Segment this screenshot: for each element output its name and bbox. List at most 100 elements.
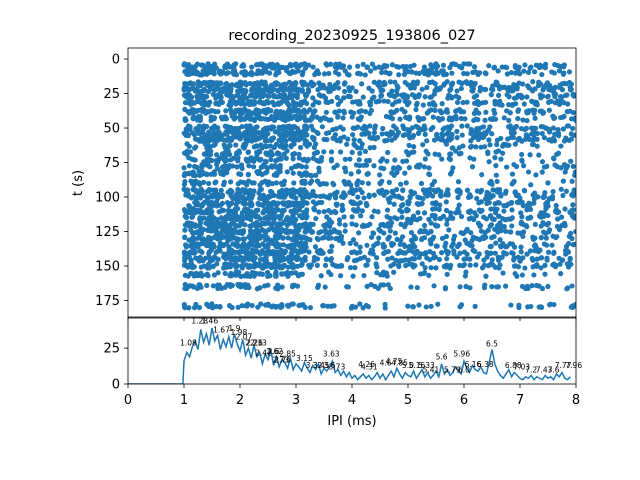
raster-point	[239, 262, 245, 269]
raster-point	[370, 230, 377, 236]
peak-label: 2.73	[273, 355, 290, 364]
peak-label: 1.46	[201, 317, 218, 326]
raster-point	[313, 141, 319, 147]
raster-point	[229, 200, 235, 206]
raster-point	[451, 233, 458, 239]
raster-point	[556, 84, 563, 90]
raster-point	[427, 257, 433, 263]
raster-point	[358, 114, 364, 120]
raster-point	[246, 163, 252, 169]
raster-point	[447, 156, 453, 163]
raster-point	[381, 165, 387, 172]
raster-point	[319, 235, 326, 241]
raster-point	[349, 221, 355, 227]
raster-point	[237, 254, 243, 260]
raster-point	[411, 256, 418, 262]
raster-point	[539, 130, 545, 137]
raster-point	[200, 236, 206, 242]
raster-point	[556, 68, 563, 74]
raster-point	[187, 223, 193, 229]
raster-point	[324, 214, 330, 220]
raster-point	[315, 284, 321, 291]
raster-point	[297, 114, 303, 121]
raster-plot: 0 25 50 75 100 125 150 175 t (s)	[71, 47, 577, 321]
raster-point	[317, 193, 324, 199]
peak-label: 6.38	[477, 360, 494, 369]
peak-label: 6.5	[486, 340, 498, 349]
raster-point	[522, 62, 528, 68]
raster-point	[192, 172, 198, 179]
raster-point	[483, 273, 489, 279]
raster-point	[553, 202, 559, 209]
raster-point	[256, 115, 262, 121]
raster-point	[446, 227, 452, 233]
raster-point	[302, 61, 308, 67]
raster-point	[387, 79, 394, 85]
raster-point	[318, 158, 324, 164]
raster-point	[344, 71, 351, 77]
raster-point	[444, 221, 450, 227]
raster-point	[182, 257, 188, 264]
raster-point	[183, 130, 189, 136]
raster-point	[313, 172, 319, 178]
raster-point	[284, 203, 290, 209]
raster-point	[426, 79, 433, 86]
raster-point	[469, 164, 476, 170]
peak-label: 7.03	[513, 363, 530, 372]
raster-point	[325, 230, 332, 237]
raster-point	[336, 108, 342, 114]
raster-point	[363, 158, 370, 164]
raster-point	[229, 228, 235, 235]
raster-point	[268, 156, 274, 163]
raster-point	[349, 186, 355, 192]
raster-point	[262, 302, 269, 308]
raster-point	[200, 71, 206, 77]
raster-point	[494, 178, 500, 185]
raster-point	[524, 207, 530, 213]
raster-point	[472, 128, 478, 135]
raster-point	[337, 135, 344, 141]
raster-point	[338, 262, 345, 269]
raster-point	[300, 199, 306, 205]
raster-point	[395, 85, 401, 91]
raster-point	[463, 256, 469, 262]
raster-point	[360, 94, 366, 100]
raster-point	[492, 155, 498, 161]
raster-point	[383, 69, 389, 75]
raster-point	[402, 243, 408, 250]
raster-point	[268, 193, 274, 199]
raster-point	[251, 91, 258, 97]
raster-point	[309, 114, 315, 120]
raster-point	[314, 262, 320, 268]
raster-point	[489, 257, 495, 263]
raster-point	[182, 106, 188, 112]
raster-point	[183, 117, 189, 123]
raster-point	[422, 94, 428, 100]
raster-point	[217, 155, 223, 161]
raster-point	[342, 222, 348, 228]
raster-point	[310, 95, 316, 101]
raster-point	[245, 301, 251, 307]
raster-point	[561, 62, 567, 68]
raster-point	[213, 199, 220, 205]
raster-point	[275, 234, 282, 241]
raster-point	[545, 180, 551, 186]
raster-point	[193, 178, 199, 184]
raster-point	[256, 229, 262, 236]
raster-point	[224, 255, 230, 261]
raster-point	[550, 189, 556, 195]
raster-point	[371, 94, 377, 100]
raster-point	[371, 163, 377, 169]
raster-point	[368, 68, 374, 74]
raster-point	[259, 195, 265, 201]
raster-point	[334, 94, 340, 101]
peak-label: 7.43	[536, 366, 553, 375]
raster-point	[366, 85, 372, 91]
raster-point	[295, 68, 301, 74]
raster-point	[197, 255, 203, 261]
raster-point	[234, 249, 240, 255]
raster-point	[441, 72, 447, 78]
raster-point	[186, 305, 192, 311]
peak-label: 1.08	[180, 338, 197, 347]
raster-point	[263, 125, 269, 131]
